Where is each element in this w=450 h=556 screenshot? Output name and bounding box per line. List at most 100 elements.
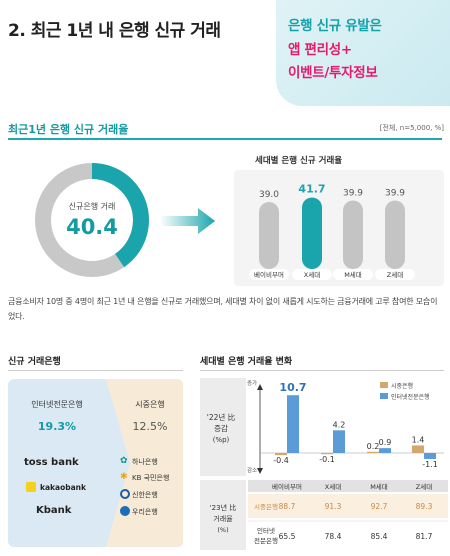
change-bar	[321, 453, 333, 455]
table-title-cell	[200, 480, 246, 550]
change-bar	[275, 453, 287, 456]
page-title: 2. 최근 1년 내 은행 신규 거래	[8, 21, 221, 41]
table-row-name: 전문은행	[254, 536, 278, 545]
gen-category-pill	[333, 269, 373, 280]
change-axis-panel	[200, 378, 246, 476]
table-header-cell: Z세대	[416, 482, 432, 491]
table-cell: 65.5	[279, 532, 296, 541]
internet-bank-pct: 19.3%	[37, 420, 77, 433]
section1-note: [전체, n=5,000, %]	[379, 124, 444, 132]
table-header-cell: M세대	[370, 482, 388, 491]
section2-right-divider	[200, 370, 444, 371]
kb-logo-icon: ✱	[120, 472, 128, 482]
gen-bar	[385, 200, 405, 269]
hana-logo-icon: ✿	[120, 456, 128, 466]
legend-label: 시중은행	[391, 382, 413, 390]
gen-category-pill	[375, 269, 415, 280]
table-title-unit: (%)	[217, 526, 228, 534]
axis-increase-label: 증가	[247, 379, 257, 387]
gen-category-label: Z세대	[387, 270, 403, 279]
gen-category-pill	[249, 269, 289, 280]
table-cell: 78.4	[325, 532, 342, 541]
summary-callout: 은행 신규 유발은 앱 편리성+ 이벤트/투자정보	[276, 0, 450, 106]
bank-kb: KB 국민은행	[132, 474, 170, 482]
table-title-line1: '23년 比	[210, 503, 237, 512]
legend-swatch	[380, 393, 388, 399]
callout-line-2: 앱 편리성+	[288, 42, 352, 58]
table-cell: 85.4	[371, 532, 388, 541]
table-cell: 92.7	[371, 502, 388, 511]
axis-decrease-label: 감소	[247, 467, 257, 474]
table-row-name: 시중은행	[254, 502, 278, 511]
new-bank-title: 신규 거래은행	[8, 357, 61, 367]
change-bar-value: 4.2	[333, 420, 346, 429]
generation-bar-chart: 39.0 베이비부머 41.7 X세대 39.9 M세대 39.9 Z세대	[249, 183, 415, 280]
gen-bar	[259, 202, 279, 269]
gen-category-label: 베이비부머	[254, 270, 284, 279]
gen-bar-value: 39.9	[385, 189, 405, 199]
change-ylabel-line1: '22년 比	[207, 412, 236, 422]
gen-bar-value: 39.9	[343, 189, 363, 199]
bank-comparison-panel: 인터넷전문은행 19.3% 시중은행 12.5% toss bank kakao…	[8, 379, 183, 547]
table-title-line2: 거래율	[213, 514, 233, 523]
table-row	[248, 522, 448, 550]
change-bar-value: 0.9	[379, 438, 392, 447]
change-ylabel-unit: (%p)	[213, 436, 230, 444]
bank-panel-background	[8, 379, 183, 547]
axis-up-arrow-icon	[257, 384, 263, 390]
bank-kakao: kakaobank	[40, 483, 87, 492]
generation-chart-title: 세대별 은행 신규 거래율	[255, 156, 343, 166]
donut-label: 신규은행 거래	[68, 202, 116, 211]
change-bar-value: 0.2	[367, 442, 380, 451]
table-row	[248, 494, 448, 518]
woori-logo-icon	[120, 506, 130, 516]
legend-swatch	[380, 382, 388, 388]
section1-title: 최근1년 은행 신규 거래율	[8, 123, 129, 136]
internet-bank-head: 인터넷전문은행	[31, 400, 83, 409]
gen-category-pill	[292, 269, 332, 280]
commercial-bank-column: 시중은행 12.5%	[120, 399, 180, 433]
change-bar-value: 1.4	[412, 435, 425, 444]
change-chart-title: 세대별 은행 거래율 변화	[200, 357, 293, 367]
table-header-row	[248, 480, 448, 492]
gen-bar-value: 41.7	[298, 183, 325, 196]
kakaobank-logo-icon	[26, 482, 36, 492]
callout-line-3: 이벤트/투자정보	[288, 65, 378, 81]
change-bar	[333, 430, 345, 453]
bank-toss: toss bank	[24, 457, 79, 468]
change-bar	[379, 448, 391, 453]
commercial-bank-pct: 12.5%	[132, 420, 168, 433]
table-cell: 88.7	[279, 502, 296, 511]
change-bar-value: -0.4	[273, 456, 289, 465]
donut-value-arc	[35, 163, 149, 277]
section2-left-divider	[8, 370, 183, 371]
right-arrow-icon	[160, 208, 215, 234]
axis-down-arrow-icon	[257, 468, 263, 474]
change-bar	[367, 451, 379, 453]
gen-bar	[302, 197, 322, 269]
change-bar	[424, 453, 436, 459]
donut-chart	[35, 163, 149, 277]
table-row-name: 인터넷	[257, 526, 275, 535]
table-header-cell: 베이비부머	[272, 482, 302, 491]
table-cell: 89.3	[416, 502, 433, 511]
legend-label: 인터넷전문은행	[391, 393, 430, 401]
change-bar-value: -0.1	[319, 455, 335, 464]
change-bar	[287, 395, 299, 453]
callout-line-1: 은행 신규 유발은	[288, 18, 382, 34]
table-cell: 81.7	[416, 532, 433, 541]
shinhan-logo-icon	[120, 489, 130, 499]
internet-bank-column: 인터넷전문은행 19.3%	[14, 399, 100, 433]
change-bar-value: 10.7	[279, 381, 306, 394]
table-header-cell: X세대	[325, 482, 341, 491]
summary-paragraph: 금융소비자 10명 중 4명이 최근 1년 내 은행을 신규로 거래했으며, 세…	[8, 297, 438, 321]
gen-category-label: X세대	[304, 270, 320, 279]
bank-shinhan: 신한은행	[132, 491, 158, 499]
change-bar-value: -1.1	[422, 460, 438, 469]
section1-divider	[8, 138, 442, 140]
commercial-bank-head: 시중은행	[135, 400, 165, 409]
donut-value: 40.4	[66, 215, 118, 239]
change-bar	[412, 445, 424, 453]
change-ylabel-line2: 증감	[214, 423, 228, 433]
